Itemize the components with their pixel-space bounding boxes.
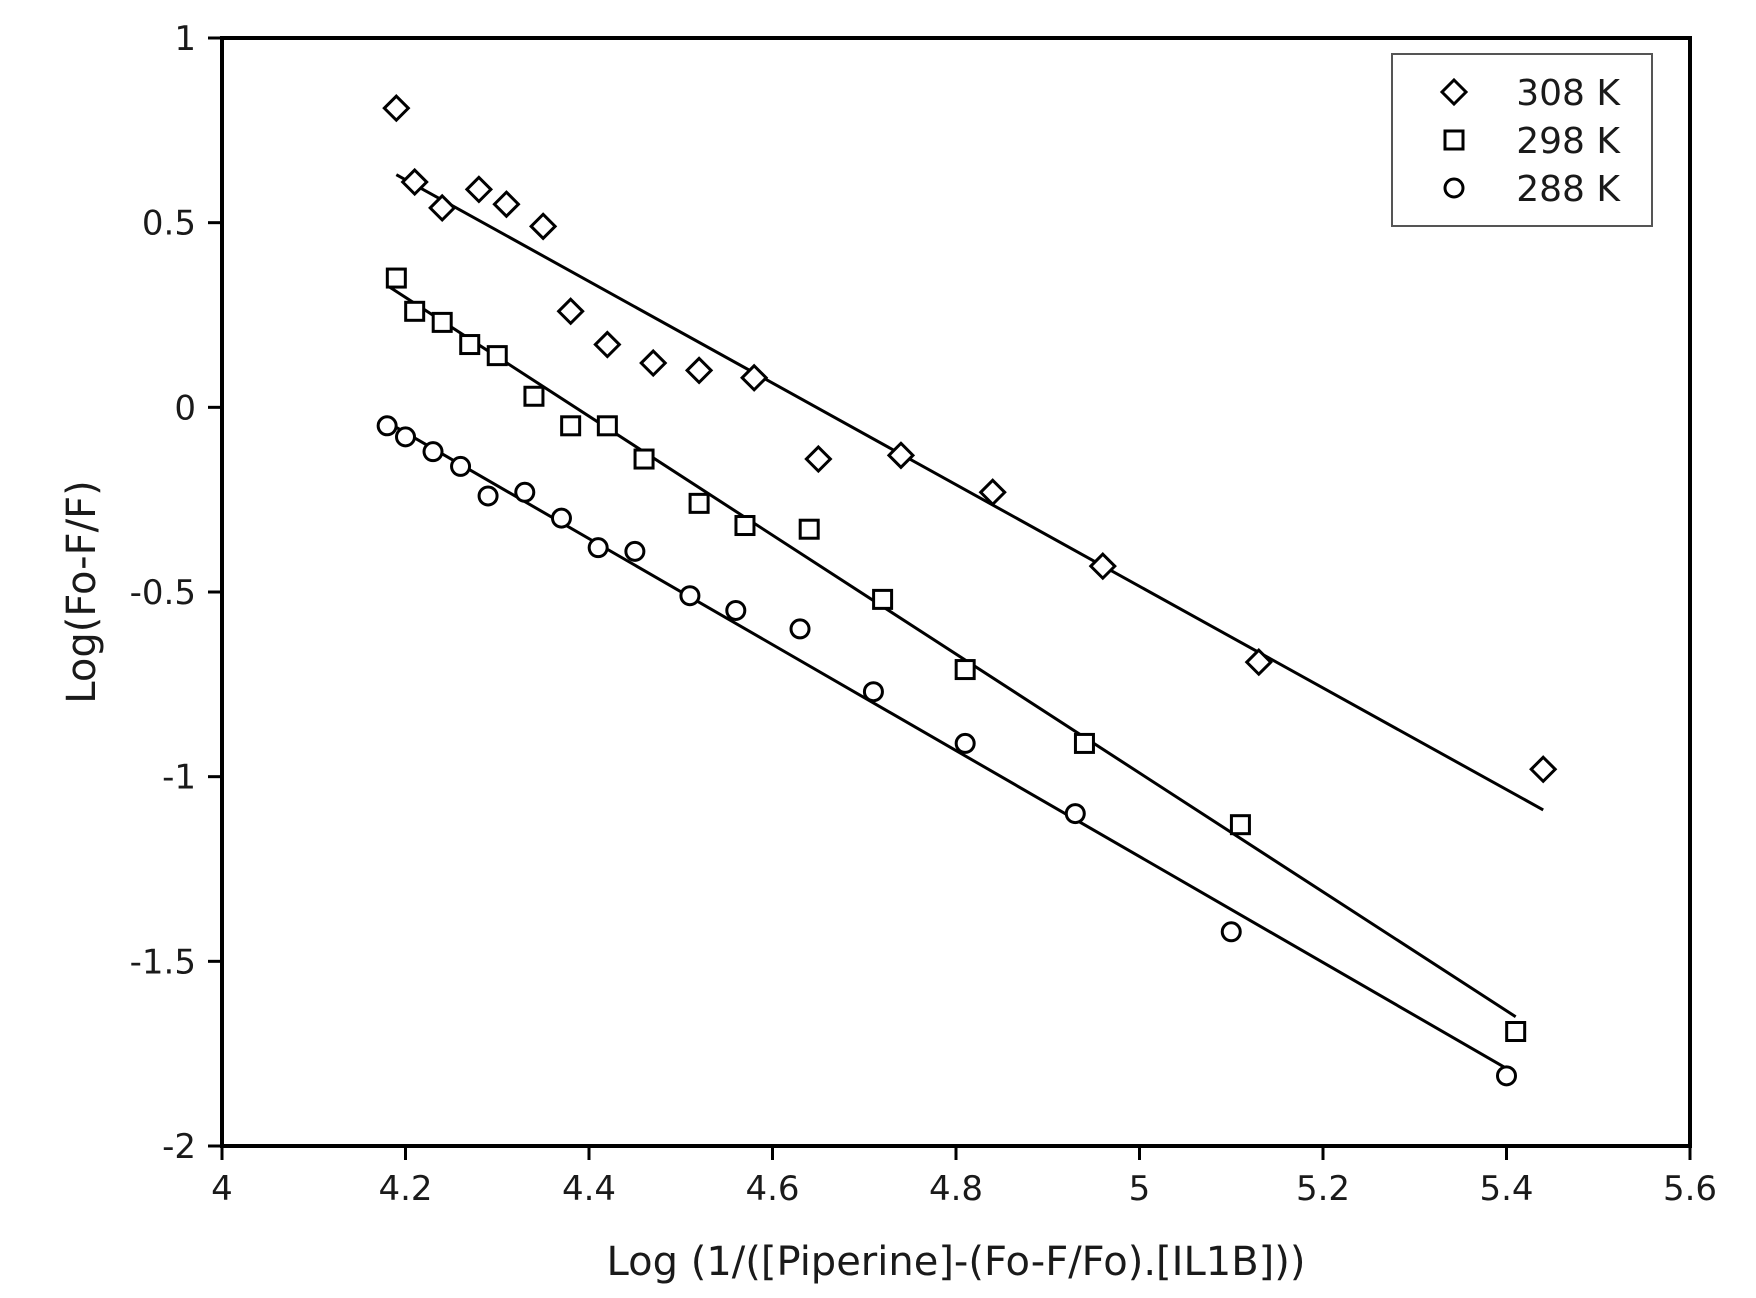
data-point (1073, 732, 1095, 754)
data-point (404, 300, 426, 322)
y-axis: 1 0.5 0 -0.5 -1 -1.5 -2 (130, 19, 222, 1167)
data-point (1064, 803, 1086, 825)
data-point (550, 507, 572, 529)
data-point (400, 167, 429, 197)
data-point (422, 441, 444, 463)
data-point (431, 311, 453, 333)
x-tick-label: 5 (1129, 1169, 1151, 1209)
data-point (385, 267, 407, 289)
data-point (804, 444, 833, 474)
legend-entry: 288 K (1516, 169, 1621, 210)
y-tick-label: -0.5 (130, 573, 196, 613)
data-point (684, 356, 714, 385)
fit-lines (386, 173, 1544, 1070)
fit-line-1 (386, 284, 1517, 1018)
legend-entry: 308 K (1516, 73, 1621, 114)
data-point (734, 515, 756, 537)
x-tick-label: 5.2 (1296, 1169, 1350, 1209)
y-tick-label: 0.5 (142, 204, 196, 244)
data-point (862, 681, 884, 703)
y-tick-label: -1 (162, 758, 196, 798)
x-tick-label: 5.6 (1663, 1169, 1717, 1209)
fit-line-2 (386, 420, 1508, 1070)
data-point (954, 659, 976, 681)
data-point (593, 330, 622, 359)
legend-box (1391, 53, 1653, 227)
data-markers (376, 94, 1558, 1087)
data-point (477, 485, 499, 507)
data-point (1244, 648, 1273, 677)
data-point (1529, 755, 1558, 784)
fit-line-0 (395, 173, 1544, 812)
data-point (1088, 552, 1117, 581)
data-point (523, 385, 545, 407)
data-point (789, 618, 811, 640)
data-point (486, 345, 508, 367)
x-tick-label: 4.6 (745, 1169, 799, 1209)
data-point (978, 478, 1007, 507)
data-point (450, 455, 472, 477)
data-point (639, 348, 668, 378)
x-tick-label: 5.4 (1479, 1169, 1533, 1209)
data-point (725, 599, 747, 621)
data-point (459, 334, 481, 356)
data-point (587, 537, 609, 559)
x-tick-label: 4 (211, 1169, 233, 1209)
legend-entry: 298 K (1516, 121, 1621, 162)
data-point (1229, 814, 1251, 836)
data-point (556, 297, 585, 326)
data-point (529, 212, 558, 241)
legend-marker (1443, 129, 1465, 151)
legend-marker (1443, 177, 1465, 199)
data-point (688, 492, 710, 514)
data-point (872, 588, 894, 610)
x-axis: 4 4.2 4.4 4.6 4.8 5 5.2 5.4 5.6 (211, 1146, 1717, 1209)
y-tick-label: -2 (162, 1127, 196, 1167)
data-point (464, 175, 494, 204)
legend-marker (1439, 77, 1469, 107)
data-point (633, 448, 655, 470)
data-point (740, 363, 769, 392)
data-point (376, 415, 398, 437)
data-point (514, 481, 536, 503)
data-point (1505, 1021, 1527, 1043)
data-point (492, 190, 521, 219)
data-point (1220, 921, 1242, 943)
data-point (954, 732, 976, 754)
data-point (382, 94, 411, 123)
data-point (1496, 1065, 1517, 1087)
y-tick-label: 0 (174, 388, 196, 428)
y-axis-label: Log(Fo-F/F) (59, 480, 105, 703)
y-tick-label: -1.5 (130, 942, 196, 982)
data-point (624, 540, 646, 562)
data-point (679, 585, 701, 607)
data-point (886, 441, 916, 470)
x-tick-label: 4.8 (929, 1169, 983, 1209)
x-tick-label: 4.4 (562, 1169, 616, 1209)
data-point (596, 415, 618, 437)
y-tick-label: 1 (174, 19, 196, 59)
x-axis-label: Log (1/([Piperine]-(Fo-F/Fo).[IL1B])) (607, 1239, 1306, 1285)
legend: 308 K 298 K 288 K (1391, 53, 1653, 227)
data-point (560, 415, 582, 437)
data-point (428, 193, 457, 223)
x-tick-label: 4.2 (378, 1169, 432, 1209)
data-point (395, 426, 416, 448)
data-point (798, 518, 820, 540)
